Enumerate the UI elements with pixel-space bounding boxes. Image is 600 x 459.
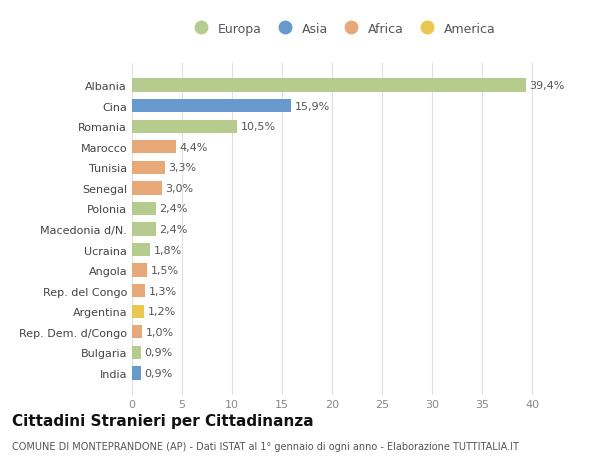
Text: 15,9%: 15,9% [295,101,330,112]
Text: 1,0%: 1,0% [146,327,173,337]
Bar [132,161,165,174]
Legend: Europa, Asia, Africa, America: Europa, Asia, Africa, America [183,17,501,40]
Bar [132,243,150,257]
Text: 3,3%: 3,3% [169,163,197,173]
Bar [132,285,145,298]
Bar [132,202,156,216]
Text: Cittadini Stranieri per Cittadinanza: Cittadini Stranieri per Cittadinanza [12,413,314,428]
Bar [132,325,142,339]
Bar [132,264,147,277]
Bar [132,305,144,318]
Text: 0,9%: 0,9% [145,368,173,378]
Text: 1,5%: 1,5% [151,265,179,275]
Text: 1,2%: 1,2% [148,307,176,317]
Text: COMUNE DI MONTEPRANDONE (AP) - Dati ISTAT al 1° gennaio di ogni anno - Elaborazi: COMUNE DI MONTEPRANDONE (AP) - Dati ISTA… [12,441,519,451]
Bar [132,79,526,93]
Bar [132,346,141,359]
Bar [132,223,156,236]
Text: 1,8%: 1,8% [154,245,182,255]
Text: 1,3%: 1,3% [149,286,176,296]
Bar [132,120,237,134]
Text: 3,0%: 3,0% [166,184,194,194]
Bar [132,141,176,154]
Bar [132,366,141,380]
Text: 39,4%: 39,4% [530,81,565,91]
Text: 2,4%: 2,4% [160,224,188,235]
Text: 4,4%: 4,4% [179,142,208,152]
Bar [132,182,162,195]
Bar [132,100,291,113]
Text: 0,9%: 0,9% [145,347,173,358]
Text: 10,5%: 10,5% [241,122,275,132]
Text: 2,4%: 2,4% [160,204,188,214]
